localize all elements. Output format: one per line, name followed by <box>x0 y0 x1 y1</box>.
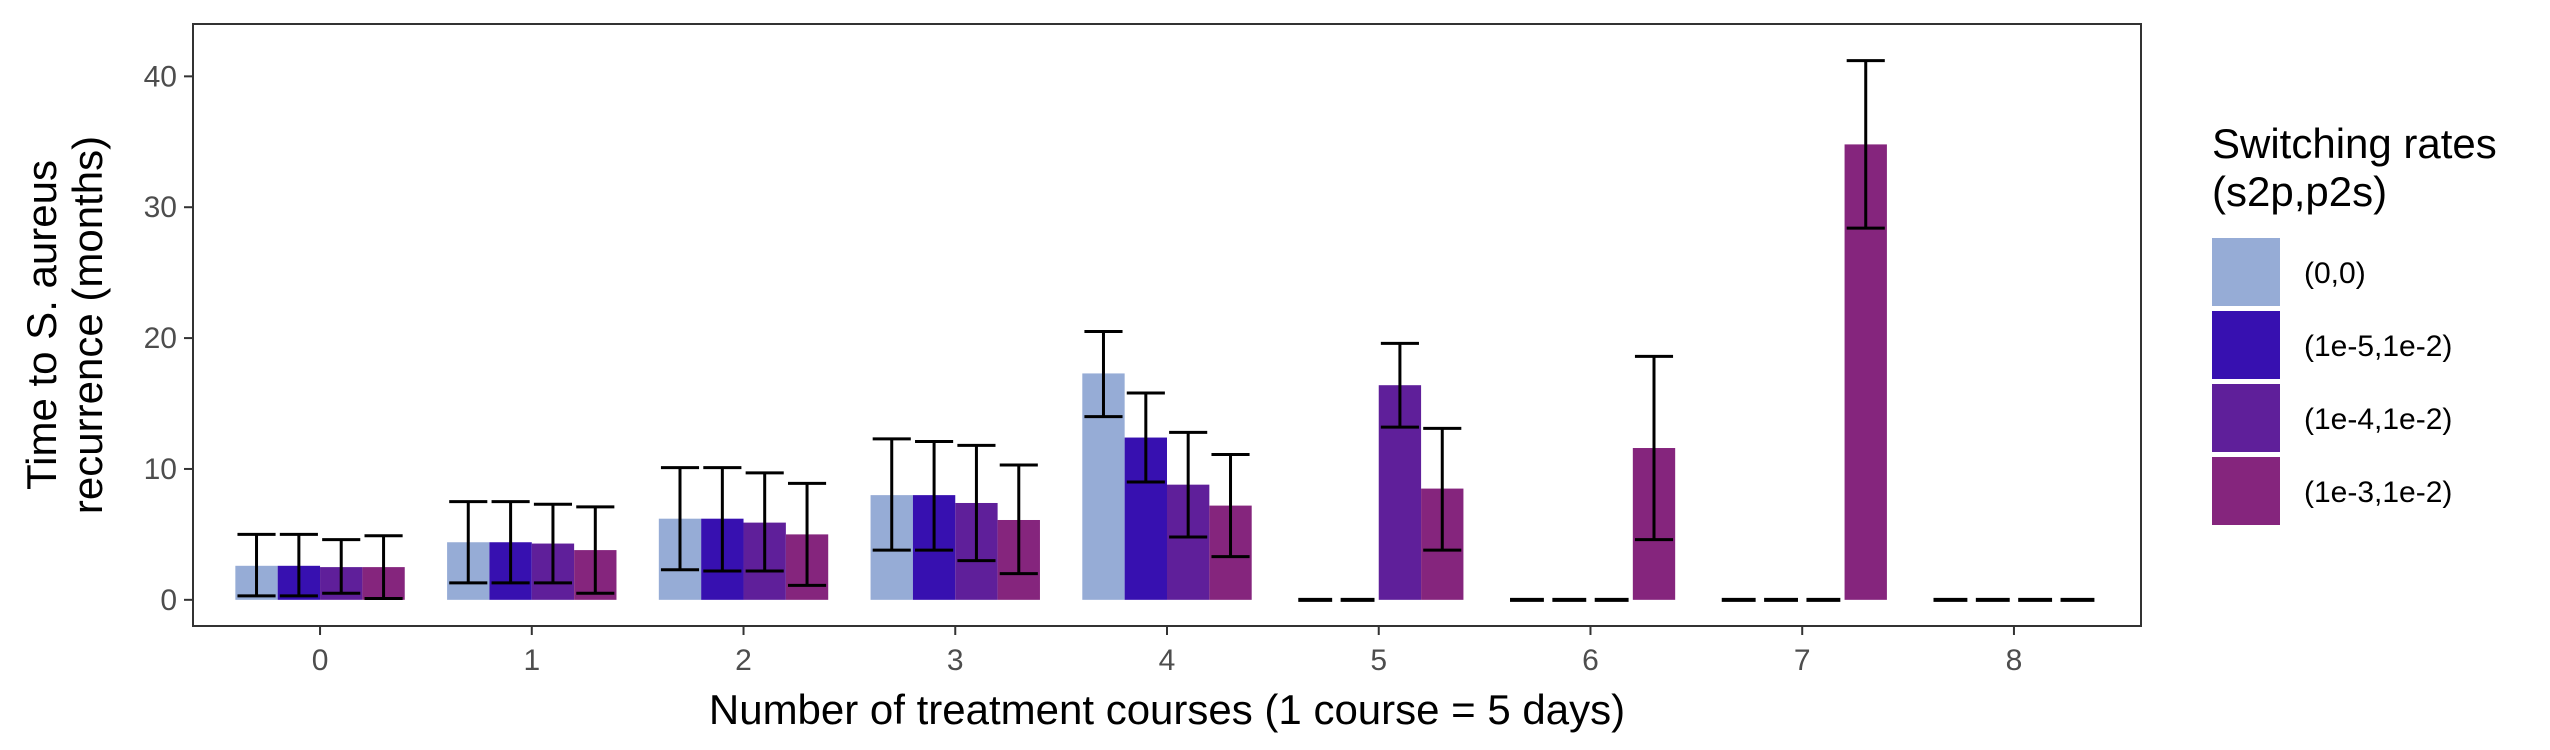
legend-key <box>2212 311 2280 379</box>
y-tick-label: 0 <box>160 584 177 617</box>
x-axis-title: Number of treatment courses (1 course = … <box>709 686 1625 733</box>
legend-key <box>2212 238 2280 306</box>
y-tick-label: 20 <box>144 322 177 355</box>
legend-label: (1e-4,1e-2) <box>2304 403 2452 436</box>
x-axis: 0 1 2 3 4 5 6 7 8 <box>312 626 2023 677</box>
legend-key <box>2212 384 2280 452</box>
x-tick-label: 4 <box>1159 644 1176 677</box>
x-tick-label: 1 <box>523 644 540 677</box>
x-tick-label: 5 <box>1370 644 1387 677</box>
bars-layer <box>235 144 2095 602</box>
x-tick-label: 2 <box>735 644 752 677</box>
legend-title-line-1: Switching rates <box>2212 120 2497 167</box>
y-axis-title: Time to S. aureus recurrence (months) <box>18 136 111 514</box>
y-tick-label: 40 <box>144 60 177 93</box>
x-tick-label: 8 <box>2006 644 2023 677</box>
legend-items: (0,0) (1e-5,1e-2) (1e-4,1e-2) (1e-3,1e-2) <box>2212 238 2452 525</box>
legend-key <box>2212 457 2280 525</box>
legend: Switching rates (s2p,p2s) (0,0) (1e-5,1e-… <box>2212 120 2497 525</box>
legend-title-line-2: (s2p,p2s) <box>2212 168 2387 215</box>
x-tick-label: 6 <box>1582 644 1599 677</box>
errorbar-layer <box>237 59 1885 601</box>
y-axis-title-line-2: recurrence (months) <box>64 136 111 514</box>
y-tick-label: 30 <box>144 191 177 224</box>
legend-label: (0,0) <box>2304 257 2366 290</box>
y-tick-label: 10 <box>144 453 177 486</box>
y-axis-title-line-1: Time to S. aureus <box>18 160 65 490</box>
x-tick-label: 3 <box>947 644 964 677</box>
x-tick-label: 7 <box>1794 644 1811 677</box>
legend-label: (1e-5,1e-2) <box>2304 330 2452 363</box>
y-axis: 0 10 20 30 40 <box>144 60 193 617</box>
x-tick-label: 0 <box>312 644 329 677</box>
legend-label: (1e-3,1e-2) <box>2304 476 2452 509</box>
